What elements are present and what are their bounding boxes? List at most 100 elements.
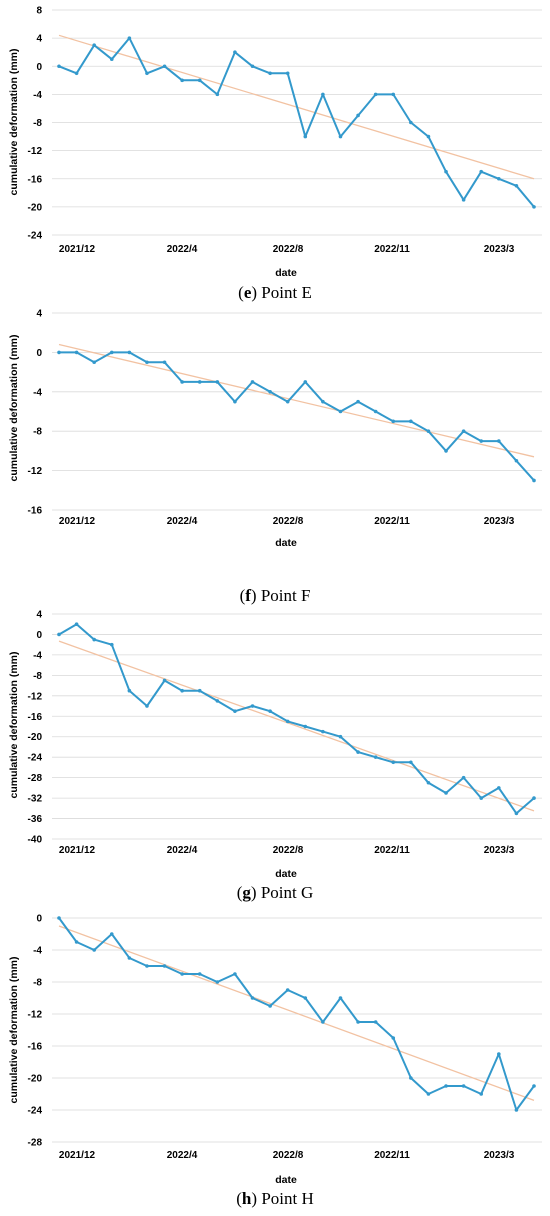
y-tick-label: -16 <box>28 506 43 517</box>
data-point <box>461 775 466 780</box>
data-point <box>215 380 220 384</box>
data-point <box>461 429 466 433</box>
x-tick-label: 2021/12 <box>59 1150 96 1161</box>
data-point <box>356 750 360 754</box>
y-tick-label: -8 <box>33 671 42 682</box>
data-point <box>197 688 202 693</box>
x-tick-label: 2022/11 <box>374 516 410 527</box>
data-point <box>338 734 343 739</box>
chart-svg-e: 8 4 0 -4 -8 -12 -16 -20 -24 2021/12 2022/4 2022/8 20… <box>8 6 542 279</box>
data-point <box>127 956 132 960</box>
chart-svg-f: 4 0 -4 -8 -12 -16 2021/12 2022/4 2022/8 2022/11 20… <box>8 309 542 549</box>
data-point <box>409 120 413 125</box>
chart-svg-h: 0 -4 -8 -12 -16 -20 -24 -28 2021/12 2022/4 2022/8 2… <box>8 914 542 1186</box>
data-point <box>92 637 96 642</box>
data-point <box>426 134 431 139</box>
data-point <box>373 1020 378 1024</box>
data-point <box>268 1004 272 1008</box>
chart-caption-g: (g) Point G <box>236 883 314 902</box>
data-point <box>391 419 396 424</box>
data-point <box>57 64 61 69</box>
y-tick-label: -20 <box>28 1074 43 1085</box>
y-tick-label: -8 <box>33 427 42 438</box>
y-tick-label: -36 <box>28 814 43 825</box>
data-point <box>109 642 114 647</box>
data-point <box>145 964 149 968</box>
data-point <box>268 709 272 713</box>
chart-caption-f: (f) Point F <box>239 586 311 605</box>
data-point <box>250 380 255 384</box>
y-tick-label: 0 <box>36 348 42 359</box>
data-point <box>285 399 290 404</box>
y-tick-label: 0 <box>36 914 42 925</box>
data-point <box>497 786 501 790</box>
data-point <box>497 439 501 443</box>
data-point <box>162 678 167 683</box>
data-point <box>109 57 114 62</box>
y-tick-label: -8 <box>33 978 42 989</box>
y-tick-label: -4 <box>33 90 42 101</box>
data-point <box>338 134 343 139</box>
data-point <box>373 409 378 414</box>
x-tick-label: 2022/4 <box>167 244 198 255</box>
trend-line <box>58 343 535 458</box>
data-point <box>180 380 184 384</box>
data-point <box>391 1036 396 1040</box>
data-point <box>197 380 202 384</box>
trend-line <box>58 640 535 812</box>
data-point <box>74 940 79 944</box>
caption-letter: h <box>241 1189 252 1208</box>
caption-letter: e <box>243 283 252 302</box>
x-tick-label: 2022/11 <box>374 1150 410 1161</box>
data-point <box>356 113 360 118</box>
data-point <box>321 92 325 97</box>
data-point <box>127 36 132 40</box>
data-point <box>356 1020 360 1024</box>
data-point <box>497 176 501 181</box>
x-tick-label: 2022/8 <box>273 845 304 856</box>
x-tick-label: 2023/3 <box>484 516 515 527</box>
y-tick-label: -12 <box>28 691 43 702</box>
y-tick-label: -4 <box>33 650 42 661</box>
data-point <box>57 632 61 637</box>
caption-text: Point G <box>260 883 314 902</box>
data-point <box>373 755 378 759</box>
x-axis-title: date <box>275 868 297 880</box>
x-tick-label: 2021/12 <box>59 516 96 527</box>
data-point <box>250 996 255 1000</box>
y-tick-label: 4 <box>36 309 42 320</box>
y-tick-label: -12 <box>28 1010 43 1021</box>
chart-svg-g: 4 0 -4 -8 -12 -16 -20 -24 -28 -32 -36 -40 2021/12 202… <box>8 610 542 880</box>
data-point <box>145 360 149 365</box>
data-point <box>162 64 167 69</box>
data-point <box>514 458 519 463</box>
data-point <box>373 92 378 97</box>
data-point <box>303 380 308 384</box>
x-tick-label: 2022/4 <box>167 845 198 856</box>
chart-panel-g: 4 0 -4 -8 -12 -16 -20 -24 -28 -32 -36 -40 2021/12 202… <box>0 605 550 910</box>
data-point <box>74 622 79 627</box>
chart-panel-h: 0 -4 -8 -12 -16 -20 -24 -28 2021/12 2022/4 2022/8 2… <box>0 908 550 1216</box>
chart-caption-h: (h) Point H <box>236 1189 314 1208</box>
x-axis-title: date <box>275 1174 297 1186</box>
chart-caption-e: (e) Point E <box>238 283 312 302</box>
data-point <box>444 169 448 174</box>
y-tick-label: -20 <box>28 202 43 213</box>
data-point <box>233 709 237 713</box>
data-point <box>233 399 237 404</box>
y-tick-label: 4 <box>36 34 42 45</box>
data-point <box>391 92 396 97</box>
x-tick-label: 2023/3 <box>484 845 515 856</box>
data-point <box>444 1084 448 1088</box>
x-tick-label: 2022/8 <box>273 516 304 527</box>
y-tick-label: 0 <box>36 630 42 641</box>
data-point <box>57 350 61 355</box>
data-point <box>426 429 431 433</box>
caption-text: Point F <box>260 586 311 605</box>
x-tick-label: 2023/3 <box>484 244 515 255</box>
y-tick-label: 0 <box>36 62 42 73</box>
data-point <box>461 1084 466 1088</box>
data-point <box>92 360 96 365</box>
x-tick-label: 2022/4 <box>167 1150 198 1161</box>
y-tick-label: -8 <box>33 118 42 129</box>
